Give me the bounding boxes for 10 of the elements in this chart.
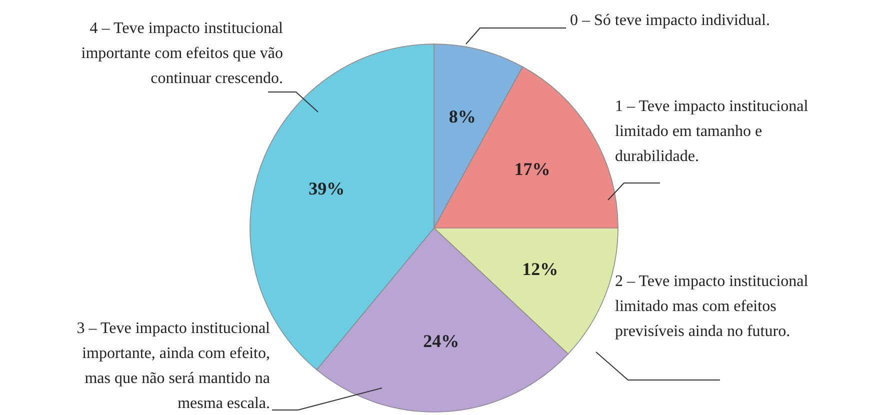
slice-label: 1 – Teve impacto institucional limitado em tamanho e durabilidade. [615,98,809,165]
slice-label: 3 – Teve impacto institucional importante, ainda com efeito, mas que não será mantido na mesma escala. [76,320,271,412]
slice-label: 4 – Teve impacto institucional importante com efeitos que vão continuar crescendo. [81,20,284,87]
data-label: 24% [423,330,460,351]
data-label: 8% [448,106,476,127]
slice-label: 0 – Só teve impacto individual. [570,12,770,29]
slice-label: 2 – Teve impacto institucional limitado mas com efeitos previsíveis ainda no futuro. [615,273,809,340]
data-label: 12% [522,258,558,279]
data-label: 17% [514,158,550,179]
data-label: 39% [308,178,345,198]
